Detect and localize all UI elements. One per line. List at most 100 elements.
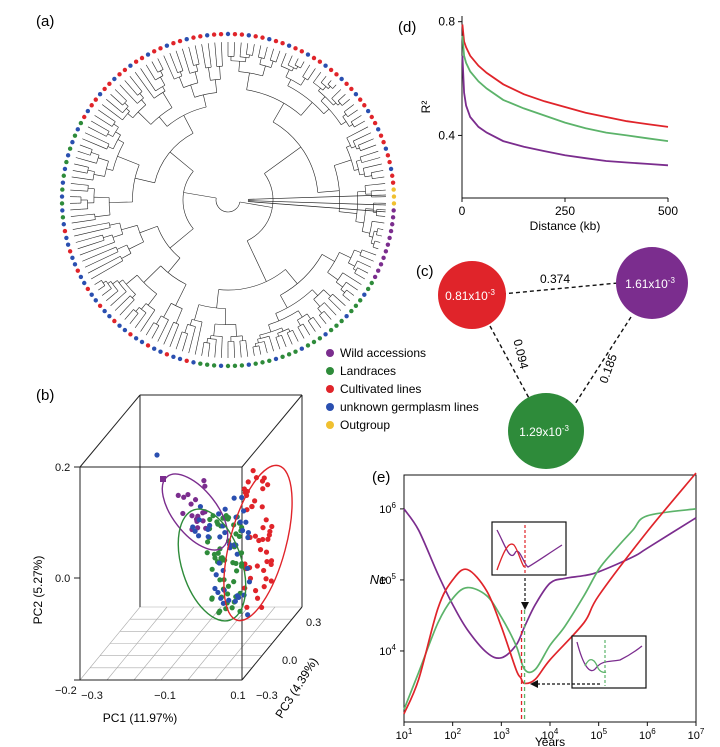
pca-point xyxy=(189,513,195,519)
wild-ellipse xyxy=(161,473,229,551)
tree-tip xyxy=(388,166,394,172)
tree-arc xyxy=(153,322,160,326)
tree-tip xyxy=(246,362,252,367)
tree-arc xyxy=(342,116,350,127)
ne-x-tick-label: 106 xyxy=(639,727,656,742)
legend-marker xyxy=(326,385,334,393)
pca-point xyxy=(239,527,246,534)
pca-point xyxy=(265,536,271,542)
tree-branch xyxy=(171,322,174,328)
tree-arc xyxy=(246,89,302,116)
tree-arc xyxy=(117,280,127,292)
tree-branch xyxy=(163,326,172,345)
tree-branch xyxy=(131,299,135,303)
pca-point xyxy=(205,534,211,540)
tree-branch xyxy=(351,146,356,149)
tree-arc xyxy=(257,335,270,340)
legend-label: Outgroup xyxy=(340,418,390,432)
ld-y-axis-label: R² xyxy=(419,101,433,114)
pca-point xyxy=(217,577,223,583)
tree-branch xyxy=(245,344,249,357)
tree-branch xyxy=(169,329,178,348)
tree-branch xyxy=(375,170,384,173)
tree-branch xyxy=(348,291,355,296)
tree-branch xyxy=(309,323,316,332)
tree-tip xyxy=(390,222,395,227)
tree-branch xyxy=(183,192,217,199)
tree-branch xyxy=(281,327,284,332)
tree-branch xyxy=(318,87,321,91)
tree-branch xyxy=(287,79,292,86)
tree-branch xyxy=(91,267,111,280)
tree-arc xyxy=(183,82,198,88)
pca-point xyxy=(231,579,237,585)
inset-wild-line xyxy=(576,641,643,672)
tree-branch xyxy=(126,274,138,285)
inset-landraces-line xyxy=(584,659,607,674)
tree-tip xyxy=(112,318,117,324)
tree-arc xyxy=(375,209,378,216)
tree-arc xyxy=(355,161,360,175)
tree-branch xyxy=(180,71,183,77)
tree-tip xyxy=(387,235,392,241)
tree-branch xyxy=(103,222,110,225)
tree-branch xyxy=(364,150,379,156)
tree-branch xyxy=(150,93,155,99)
tree-branch xyxy=(377,228,381,230)
tree-branch xyxy=(379,235,382,237)
pca-point xyxy=(202,483,208,489)
tree-tip xyxy=(61,222,66,227)
panel-d-label: (d) xyxy=(398,19,416,36)
tree-branch xyxy=(268,336,271,340)
tree-branch xyxy=(360,149,365,151)
tree-tip xyxy=(145,343,151,348)
pca-point xyxy=(220,600,226,606)
tree-tip xyxy=(317,59,323,64)
tree-branch xyxy=(259,57,262,65)
pca-point xyxy=(267,528,273,535)
tree-branch xyxy=(83,165,89,168)
tree-branch xyxy=(239,42,242,54)
tree-tip xyxy=(177,38,183,44)
tree-branch xyxy=(167,257,181,273)
pca-point xyxy=(180,510,186,517)
tree-branch xyxy=(298,310,303,318)
tree-branch xyxy=(93,239,105,244)
tree-branch xyxy=(152,75,156,81)
tree-tip xyxy=(323,332,328,337)
tree-tip xyxy=(67,146,73,151)
tree-branch xyxy=(132,294,136,299)
tree-branch xyxy=(301,61,305,66)
tree-branch xyxy=(252,51,254,56)
tree-arc xyxy=(297,313,308,321)
tree-branch xyxy=(151,61,157,70)
tree-tip xyxy=(62,166,68,172)
tree-branch xyxy=(195,64,199,72)
tree-branch xyxy=(346,104,355,111)
tree-tip xyxy=(82,114,87,120)
tree-branch xyxy=(70,189,83,192)
tree-branch xyxy=(75,237,93,243)
tree-branch xyxy=(98,157,109,162)
pca-point xyxy=(263,549,270,555)
tree-branch xyxy=(150,322,155,327)
tree-branch xyxy=(340,94,346,100)
tree-branch xyxy=(341,121,347,126)
tree-branch xyxy=(309,68,316,77)
pca-point xyxy=(212,585,218,592)
node-wild-label: 1.61x10-3 xyxy=(625,276,675,291)
tree-branch xyxy=(337,298,346,306)
tree-tip xyxy=(334,323,339,328)
ne-x-tick-label: 105 xyxy=(590,727,607,742)
tree-branch xyxy=(84,255,110,268)
tree-branch xyxy=(313,78,317,83)
edge-value-wild-landraces: 0.185 xyxy=(597,352,621,385)
tree-tip xyxy=(390,180,396,185)
tree-tip xyxy=(253,34,258,39)
tree-branch xyxy=(356,159,362,162)
ne-x-tick-label: 102 xyxy=(444,727,461,742)
tree-branch xyxy=(98,109,110,119)
tree-branch xyxy=(117,155,140,166)
tree-tip xyxy=(78,120,84,126)
pca-point xyxy=(215,589,221,596)
